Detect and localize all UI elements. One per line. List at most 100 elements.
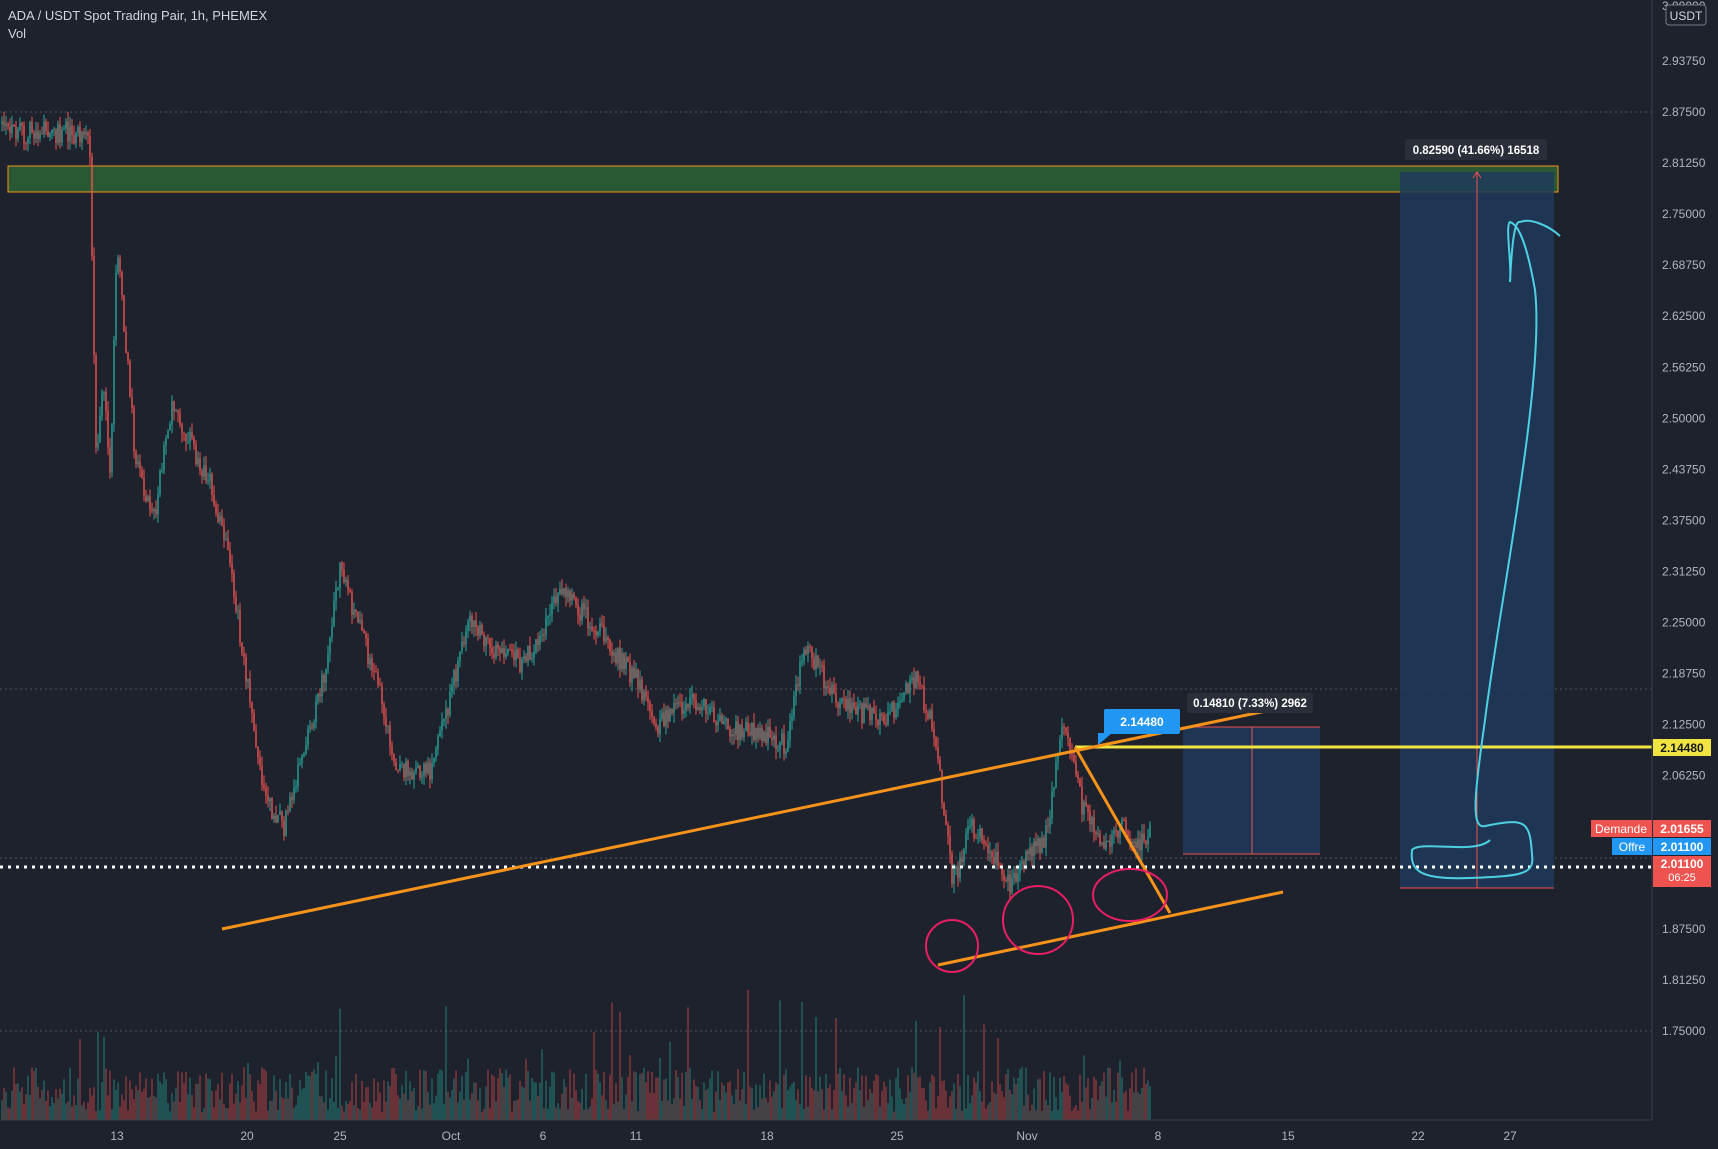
candle-body (767, 727, 769, 743)
volume-bar (129, 1080, 131, 1120)
candle-body (91, 156, 93, 256)
volume-bar (581, 1088, 583, 1120)
volume-bar (367, 1086, 369, 1120)
volume-bar (835, 1018, 837, 1120)
volume-bar (235, 1093, 237, 1120)
candle-body (825, 686, 827, 689)
demande-label-bg (1591, 820, 1652, 837)
volume-bar (631, 1101, 633, 1120)
volume-bar (169, 1111, 171, 1120)
candle-body (663, 712, 665, 726)
candle-body (649, 701, 651, 711)
candle-body (393, 754, 395, 762)
candle-body (219, 515, 221, 522)
candle-body (113, 339, 115, 425)
volume-bar (203, 1108, 205, 1120)
volume-bar (899, 1088, 901, 1120)
candle-body (569, 590, 571, 601)
candle-body (983, 840, 985, 844)
volume-bar (879, 1106, 881, 1120)
volume-bar (573, 1073, 575, 1120)
measure-label-large-bg (1405, 139, 1547, 160)
candle-body (579, 614, 581, 621)
candle-body (1149, 824, 1151, 838)
volume-bar (189, 1077, 191, 1120)
candle-body (7, 123, 9, 127)
measure-label-large: 0.82590 (41.66%) 16518 (1413, 145, 1540, 157)
candle-body (685, 704, 687, 711)
level-callout-box[interactable] (1104, 709, 1180, 734)
time-axis-labels: 13 20 25 Oct 6 11 18 25 Nov 8 15 22 27 (110, 1129, 1517, 1143)
volume-bar (149, 1096, 151, 1120)
candle-body (37, 131, 39, 139)
volume-bar (253, 1101, 255, 1120)
candle-body (457, 661, 459, 682)
volume-bar (87, 1102, 89, 1120)
candle-body (277, 815, 279, 823)
volume-bar (555, 1107, 557, 1120)
volume-bar (181, 1072, 183, 1120)
candle-body (215, 504, 217, 514)
candle-body (911, 677, 913, 680)
volume-bar (491, 1074, 493, 1120)
volume-bar (1025, 1067, 1027, 1120)
volume-indicator-label[interactable]: Vol (8, 26, 27, 41)
volume-bar (671, 1103, 673, 1120)
candle-body (553, 596, 555, 603)
resistance-zone[interactable] (7, 165, 1559, 193)
volume-bar (711, 1070, 713, 1120)
candle-body (909, 680, 911, 694)
time-axis-label: 25 (333, 1129, 347, 1143)
candle-body (249, 679, 251, 703)
volume-bar (93, 1087, 95, 1120)
low-circle (1002, 885, 1074, 955)
volume-bar (625, 1094, 627, 1120)
volume-bar (121, 1094, 123, 1120)
candle-body (1091, 817, 1093, 824)
candle-body (193, 437, 195, 445)
candle-body (133, 407, 135, 452)
volume-bar (851, 1103, 853, 1120)
trendline-wedge-top[interactable] (1073, 746, 1172, 914)
volume-bar (577, 1101, 579, 1120)
candle-body (147, 496, 149, 501)
volume-bar (849, 1077, 851, 1120)
currency-badge-bg[interactable] (1665, 4, 1707, 26)
candle-body (871, 708, 873, 721)
volume-bar (1043, 1071, 1045, 1120)
candle-body (507, 649, 509, 654)
volume-bar (953, 1083, 955, 1120)
volume-bar (1039, 1078, 1041, 1120)
candle-body (641, 679, 643, 701)
candle-body (1093, 817, 1095, 833)
candle-body (515, 649, 517, 660)
volume-bar (755, 1084, 757, 1120)
candle-body (865, 703, 867, 708)
candle-body (693, 694, 695, 701)
candle-body (101, 393, 103, 416)
volume-bar (405, 1070, 407, 1120)
volume-bar (449, 1097, 451, 1120)
candle-body (619, 648, 621, 669)
volume-bar (351, 1081, 353, 1120)
price-axis-label: 2.37500 (1662, 513, 1706, 527)
volume-bar (1033, 1088, 1035, 1120)
candle-body (879, 713, 881, 726)
candle-body (141, 469, 143, 478)
trendline-lower[interactable] (221, 705, 1286, 931)
candle-body (1037, 838, 1039, 846)
volume-bar (357, 1108, 359, 1120)
volume-bar (479, 1087, 481, 1120)
candle-body (67, 121, 69, 142)
volume-bar (57, 1098, 59, 1120)
candle-body (821, 665, 823, 667)
volume-bar (473, 1082, 475, 1120)
volume-bar (477, 1100, 479, 1120)
volume-bar (271, 1100, 273, 1120)
trendline-channel-bottom[interactable] (937, 890, 1284, 967)
volume-bar (1145, 1083, 1147, 1120)
candle-body (823, 665, 825, 689)
volume-bar (499, 1068, 501, 1120)
volume-bar (705, 1090, 707, 1120)
